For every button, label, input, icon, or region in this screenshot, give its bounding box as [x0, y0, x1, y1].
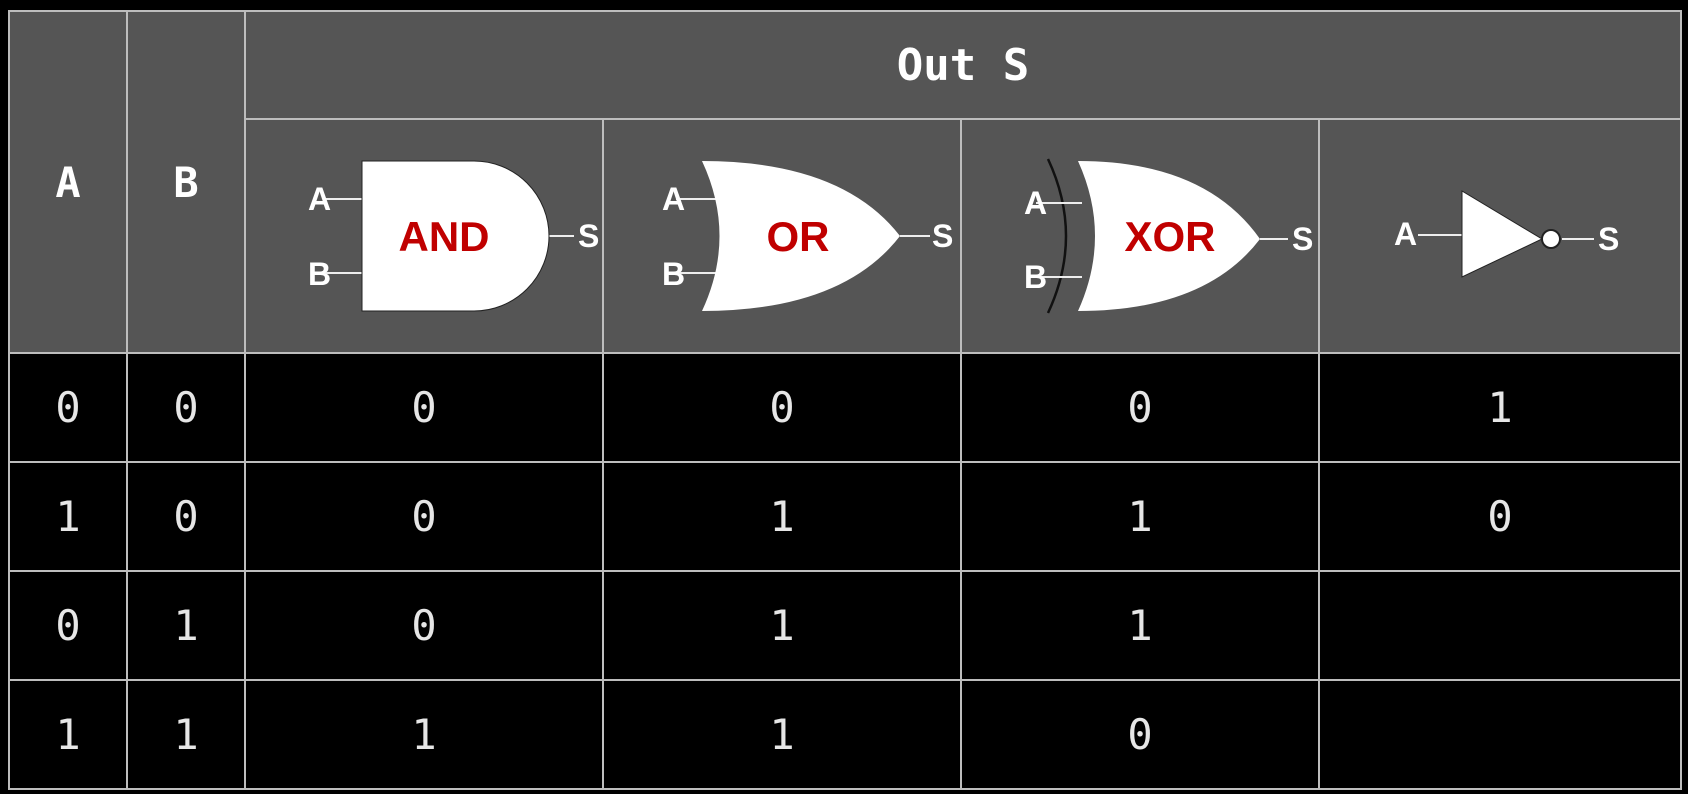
- xor-gate-header: A B S XOR: [960, 118, 1320, 354]
- xor-gate-icon: A B S XOR: [1024, 158, 1313, 314]
- xor-pin-a: A: [1024, 185, 1047, 221]
- table-row: 1 0 0 1 1 0: [8, 461, 1683, 572]
- or-gate-header: A B S OR: [602, 118, 962, 354]
- cell-xor: 0: [960, 352, 1320, 463]
- xor-pin-s: S: [1292, 221, 1313, 257]
- table-row: 1 1 1 1 0: [8, 679, 1683, 790]
- cell-xor: 1: [960, 570, 1320, 681]
- cell-not: [1317, 570, 1683, 681]
- not-gate-header: A S: [1317, 118, 1683, 354]
- cell-or: 1: [602, 461, 962, 572]
- not-gate-icon: A S: [1394, 190, 1619, 278]
- cell-b: 0: [126, 461, 246, 572]
- or-gate-icon: A B S OR: [662, 161, 953, 311]
- or-pin-s: S: [932, 218, 953, 254]
- or-pin-b: B: [662, 256, 685, 292]
- cell-a: 1: [8, 461, 128, 572]
- cell-a: 1: [8, 679, 128, 790]
- cell-xor: 0: [960, 679, 1320, 790]
- or-gate-label: OR: [767, 213, 830, 260]
- cell-not: 1: [1317, 352, 1683, 463]
- cell-and: 1: [244, 679, 604, 790]
- and-gate-header: A B S AND: [244, 118, 604, 354]
- cell-and: 0: [244, 570, 604, 681]
- truth-table-frame: A B Out S A B S AND A: [8, 10, 1683, 790]
- cell-and: 0: [244, 461, 604, 572]
- cell-xor: 1: [960, 461, 1320, 572]
- cell-b: 1: [126, 570, 246, 681]
- truth-table: A B Out S A B S AND A: [8, 10, 1683, 790]
- column-header-a: A: [8, 10, 128, 354]
- cell-b: 1: [126, 679, 246, 790]
- cell-or: 1: [602, 570, 962, 681]
- output-header: Out S: [243, 10, 1683, 120]
- column-header-b: B: [126, 10, 246, 354]
- xor-pin-b: B: [1024, 259, 1047, 295]
- and-gate-label: AND: [399, 213, 490, 260]
- and-pin-s: S: [578, 218, 599, 254]
- cell-and: 0: [244, 352, 604, 463]
- not-pin-s: S: [1598, 221, 1619, 257]
- or-pin-a: A: [662, 181, 685, 217]
- cell-a: 0: [8, 352, 128, 463]
- cell-not: [1317, 679, 1683, 790]
- cell-a: 0: [8, 570, 128, 681]
- and-pin-b: B: [308, 256, 331, 292]
- cell-or: 0: [602, 352, 962, 463]
- cell-b: 0: [126, 352, 246, 463]
- cell-or: 1: [602, 679, 962, 790]
- not-pin-a: A: [1394, 216, 1417, 252]
- truth-table-body: 0 0 0 0 0 1 1 0 0 1 1 0 0 1 0 1 1 1 1 1 …: [8, 352, 1683, 790]
- cell-not: 0: [1317, 461, 1683, 572]
- xor-gate-label: XOR: [1124, 213, 1215, 260]
- table-row: 0 0 0 0 0 1: [8, 352, 1683, 463]
- and-pin-a: A: [308, 181, 331, 217]
- and-gate-icon: A B S AND: [308, 160, 599, 312]
- table-row: 0 1 0 1 1: [8, 570, 1683, 681]
